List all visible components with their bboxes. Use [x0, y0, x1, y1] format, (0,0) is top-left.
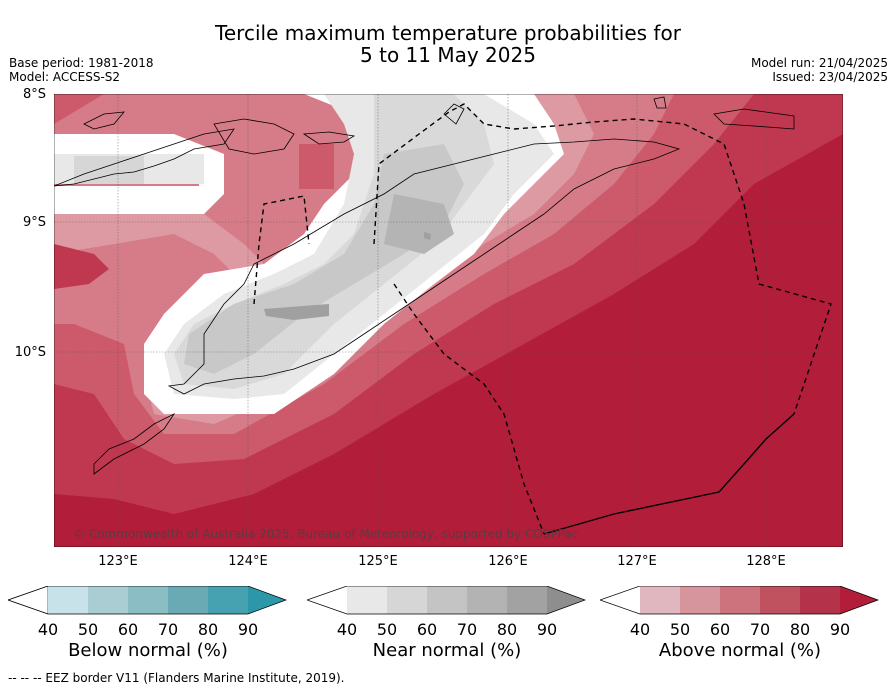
near-80-region	[264, 304, 329, 320]
lat-label-9s: 9°S	[22, 215, 46, 230]
lat-label-8s: 8°S	[22, 87, 46, 102]
colorbar-near-label: Near normal (%)	[372, 640, 522, 661]
model-run: Model run: 21/04/2025	[750, 56, 888, 70]
colorbar-above-label: Above normal (%)	[658, 640, 822, 661]
above-70-patch	[299, 144, 334, 189]
copyright-notice: © Commonwealth of Australia 2025, Bureau…	[73, 527, 579, 541]
near-tick-70: 70	[456, 620, 478, 639]
near-50-west	[74, 156, 144, 184]
above-tick-40: 40	[629, 620, 651, 639]
eez-border-note: -- -- -- EEZ border V11 (Flanders Marine…	[8, 671, 345, 685]
above-tick-50: 50	[669, 620, 691, 639]
colorbar-above-normal: 40 50 60 70 80 90	[598, 585, 880, 639]
lon-label-125e: 125°E	[358, 554, 398, 569]
probability-map	[54, 94, 843, 547]
near-80-spot	[424, 232, 431, 240]
above-tick-60: 60	[709, 620, 731, 639]
colorbar-above-swatches	[598, 585, 880, 615]
colorbar-near-normal: 40 50 60 70 80 90	[305, 585, 587, 639]
near-tick-50: 50	[376, 620, 398, 639]
map-title-line2: 5 to 11 May 2025	[360, 43, 536, 67]
colorbar-below-normal: 40 50 60 70 80 90	[6, 585, 288, 639]
near-tick-40: 40	[336, 620, 358, 639]
model-name: Model: ACCESS-S2	[9, 70, 121, 84]
issued-date: Issued: 23/04/2025	[772, 70, 888, 84]
near-tick-60: 60	[416, 620, 438, 639]
below-tick-50: 50	[77, 620, 99, 639]
below-tick-70: 70	[157, 620, 179, 639]
below-tick-40: 40	[37, 620, 59, 639]
lon-label-126e: 126°E	[488, 554, 528, 569]
near-70-region	[384, 194, 454, 254]
near-tick-90: 90	[536, 620, 558, 639]
above-tick-70: 70	[749, 620, 771, 639]
eez-border-solid	[543, 413, 795, 535]
above-80-patch-west	[54, 244, 109, 289]
map-title-line1: Tercile maximum temperature probabilitie…	[215, 21, 681, 45]
colorbar-near-swatches	[305, 585, 587, 615]
above-tick-80: 80	[789, 620, 811, 639]
colorbar-below-label: Below normal (%)	[68, 640, 228, 661]
lat-label-10s: 10°S	[14, 345, 46, 360]
above-tick-90: 90	[829, 620, 851, 639]
below-tick-80: 80	[197, 620, 219, 639]
colorbar-below-swatches	[6, 585, 288, 615]
lon-label-127e: 127°E	[617, 554, 657, 569]
lon-label-124e: 124°E	[228, 554, 268, 569]
lon-label-123e: 123°E	[98, 554, 138, 569]
eez-border	[253, 103, 832, 535]
near-tick-80: 80	[496, 620, 518, 639]
below-tick-90: 90	[237, 620, 259, 639]
lon-label-128e: 128°E	[746, 554, 786, 569]
coastlines	[54, 96, 795, 475]
base-period: Base period: 1981-2018	[9, 56, 154, 70]
below-tick-60: 60	[117, 620, 139, 639]
